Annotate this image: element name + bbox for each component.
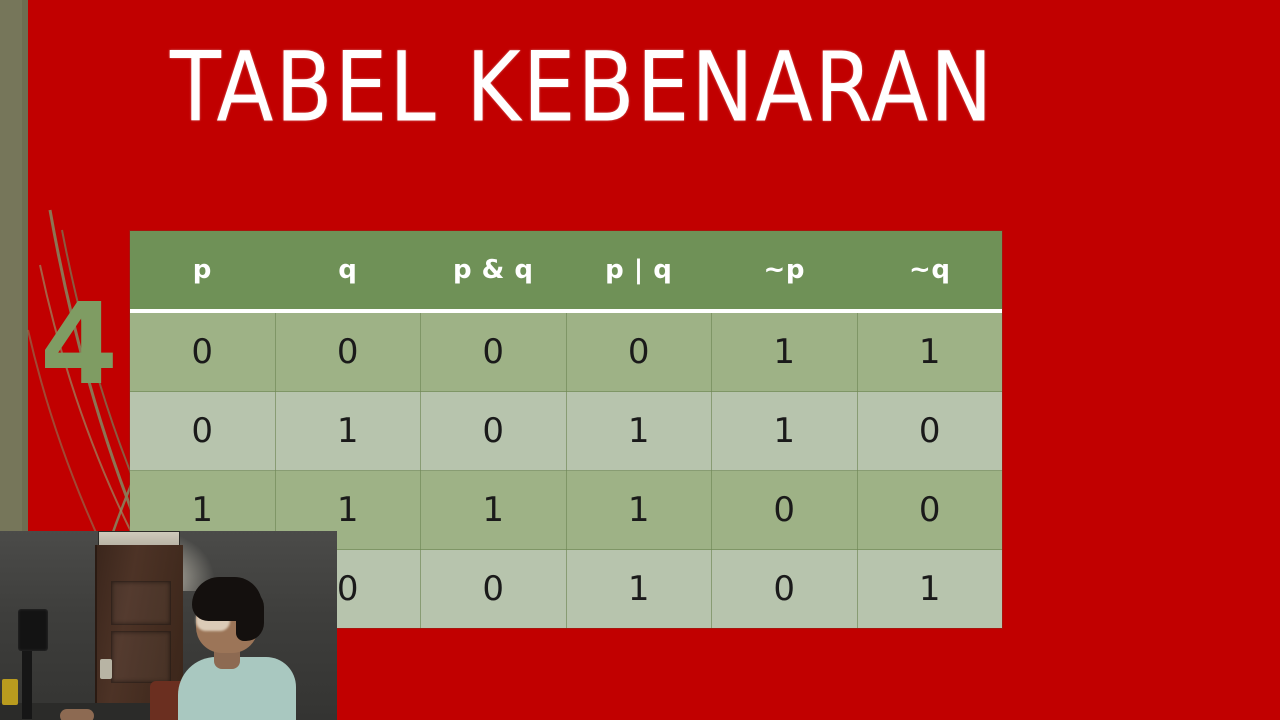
table-cell: 0 — [857, 470, 1002, 550]
webcam-phone-mount — [18, 609, 48, 651]
page-title: Tabel Kebenaran — [170, 32, 995, 145]
table-cell: 1 — [420, 470, 567, 550]
webcam-tripod — [22, 609, 32, 719]
table-cell: 0 — [420, 391, 567, 471]
truth-table: p q p & q p | q ~p ~q 0 0 0 0 1 1 0 1 0 … — [130, 231, 1002, 628]
webcam-person-hair-side — [236, 589, 264, 641]
table-header-cell: p — [130, 231, 276, 313]
table-cell: 1 — [566, 391, 712, 471]
table-header-cell: p & q — [420, 231, 567, 313]
webcam-door-panel — [111, 581, 171, 625]
presenter-webcam-overlay — [0, 531, 337, 720]
table-cell: 1 — [711, 391, 858, 471]
table-cell: 0 — [711, 549, 858, 628]
table-row: 0 0 0 0 1 1 — [130, 311, 1002, 392]
webcam-yellow-object — [2, 679, 18, 705]
table-row: 0 1 0 1 1 0 — [130, 391, 1002, 471]
table-cell: 1 — [275, 391, 421, 471]
table-cell: 1 — [857, 549, 1002, 628]
table-cell: 0 — [857, 391, 1002, 471]
left-decor-band-edge — [22, 0, 28, 720]
webcam-person-body — [178, 657, 296, 720]
table-cell: 0 — [275, 311, 421, 392]
table-cell: 1 — [857, 311, 1002, 392]
slide-number: 4 — [40, 280, 118, 410]
table-cell: 1 — [566, 549, 712, 628]
table-header-row: p q p & q p | q ~p ~q — [130, 231, 1002, 313]
webcam-person-hand — [60, 709, 94, 720]
table-header-cell: p | q — [566, 231, 712, 313]
table-cell: 0 — [130, 311, 276, 392]
table-cell: 0 — [130, 391, 276, 471]
table-header-cell: q — [275, 231, 421, 313]
table-cell: 1 — [711, 311, 858, 392]
table-cell: 0 — [711, 470, 858, 550]
table-cell: 0 — [566, 311, 712, 392]
table-cell: 0 — [420, 549, 567, 628]
table-cell: 1 — [566, 470, 712, 550]
webcam-door-handle — [100, 659, 112, 679]
table-header-cell: ~q — [857, 231, 1002, 313]
table-cell: 0 — [420, 311, 567, 392]
table-header-cell: ~p — [711, 231, 858, 313]
webcam-door-panel — [111, 631, 171, 683]
